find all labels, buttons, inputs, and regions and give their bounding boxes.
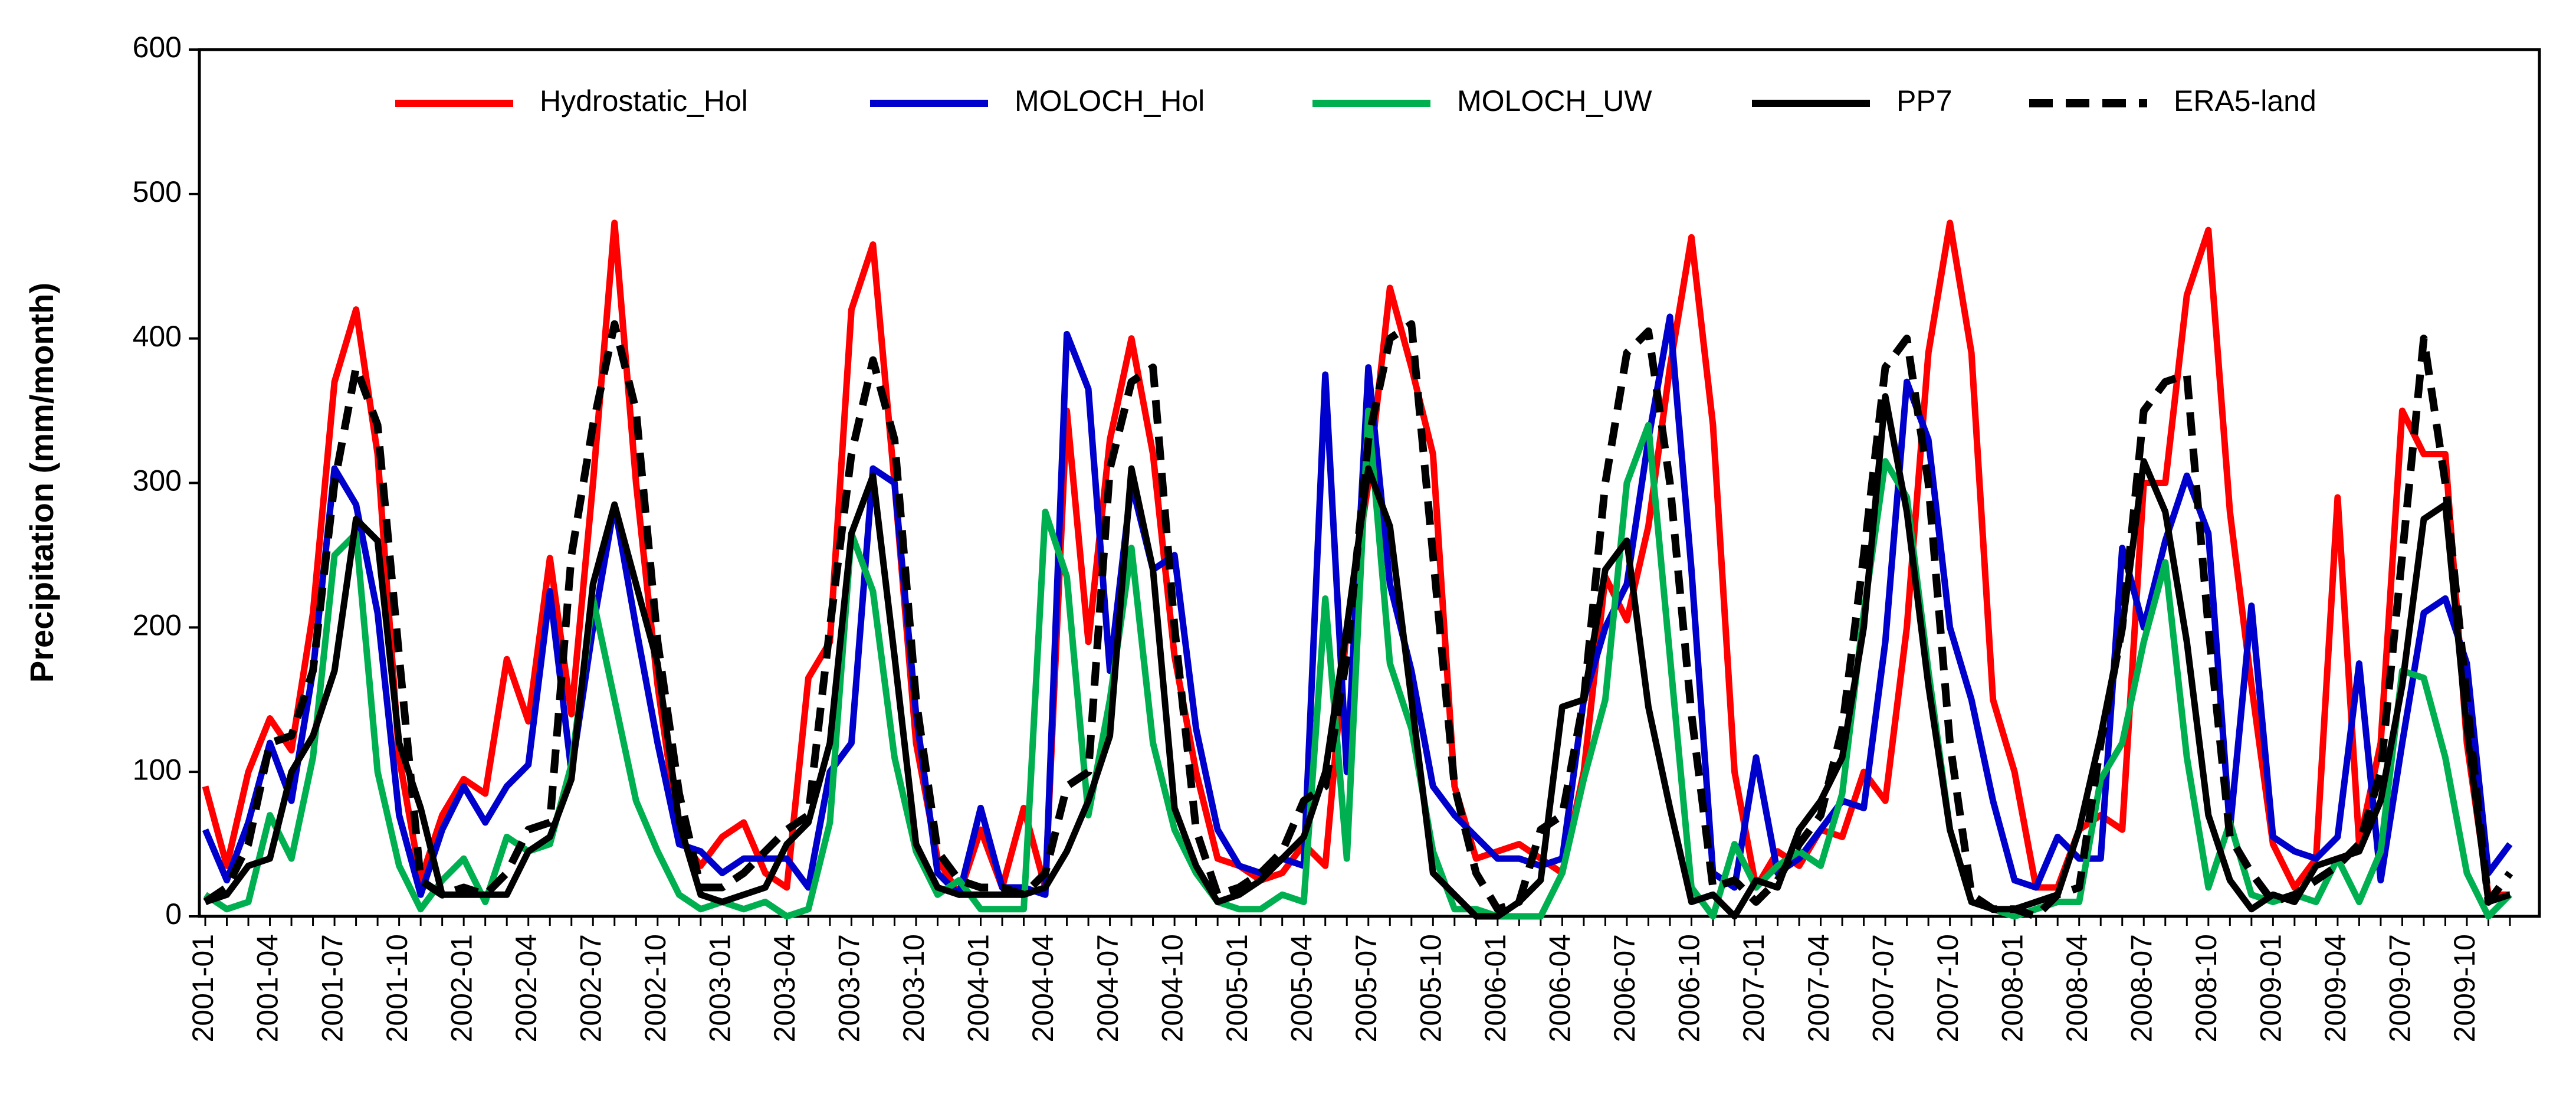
legend-label: ERA5-land — [2174, 84, 2316, 117]
x-tick-label: 2001-10 — [380, 934, 414, 1043]
x-tick-label: 2009-10 — [2448, 934, 2481, 1043]
x-tick-label: 2008-07 — [2125, 934, 2158, 1043]
x-tick-label: 2004-01 — [962, 934, 995, 1043]
y-tick-label: 100 — [133, 753, 182, 786]
y-tick-label: 600 — [133, 31, 182, 64]
series-line — [203, 407, 2512, 920]
x-tick-label: 2006-10 — [1673, 934, 1706, 1043]
legend-label: Hydrostatic_Hol — [540, 84, 748, 117]
x-tick-label: 2009-07 — [2384, 934, 2417, 1043]
x-tick-label: 2009-01 — [2255, 934, 2288, 1043]
x-tick-label: 2003-01 — [704, 934, 737, 1043]
x-tick-label: 2005-07 — [1350, 934, 1383, 1043]
x-tick-label: 2007-04 — [1802, 934, 1835, 1043]
x-tick-label: 2007-07 — [1866, 934, 1899, 1043]
x-tick-label: 2004-07 — [1091, 934, 1124, 1043]
x-tick-label: 2003-04 — [768, 934, 801, 1043]
x-tick-label: 2005-04 — [1285, 934, 1318, 1043]
x-tick-label: 2008-10 — [2190, 934, 2223, 1043]
x-tick-label: 2007-10 — [1931, 934, 1964, 1043]
x-tick-label: 2002-01 — [445, 934, 478, 1043]
legend-label: PP7 — [1896, 84, 1952, 117]
x-tick-label: 2005-01 — [1220, 934, 1253, 1043]
legend-label: MOLOCH_Hol — [1015, 84, 1205, 117]
series-line — [203, 320, 2513, 920]
y-tick-label: 400 — [133, 320, 182, 353]
y-axis-label: Precipitation (mm/month) — [23, 283, 60, 683]
legend-label: MOLOCH_UW — [1457, 84, 1652, 117]
x-tick-label: 2001-07 — [316, 934, 349, 1043]
x-tick-label: 2004-10 — [1156, 934, 1189, 1043]
x-tick-label: 2009-04 — [2319, 934, 2352, 1043]
y-tick-label: 500 — [133, 175, 182, 208]
plot-frame — [198, 48, 2541, 918]
x-tick-label: 2001-04 — [251, 934, 284, 1043]
y-tick-label: 0 — [165, 897, 182, 931]
x-tick-label: 2008-01 — [1996, 934, 2029, 1043]
y-tick-label: 200 — [133, 609, 182, 642]
x-tick-label: 2006-01 — [1479, 934, 1512, 1043]
x-tick-label: 2001-01 — [186, 934, 219, 1043]
x-tick-label: 2007-01 — [1737, 934, 1770, 1043]
x-tick-label: 2006-07 — [1608, 934, 1641, 1043]
x-tick-label: 2003-10 — [897, 934, 930, 1043]
x-tick-label: 2006-04 — [1544, 934, 1577, 1043]
x-tick-label: 2002-04 — [510, 934, 543, 1043]
y-tick-label: 300 — [133, 464, 182, 497]
x-tick-label: 2005-10 — [1415, 934, 1448, 1043]
x-tick-label: 2008-04 — [2060, 934, 2093, 1043]
x-tick-label: 2003-07 — [833, 934, 866, 1043]
x-tick-label: 2002-10 — [639, 934, 672, 1043]
x-tick-label: 2004-04 — [1026, 934, 1059, 1043]
x-tick-label: 2002-07 — [574, 934, 607, 1043]
